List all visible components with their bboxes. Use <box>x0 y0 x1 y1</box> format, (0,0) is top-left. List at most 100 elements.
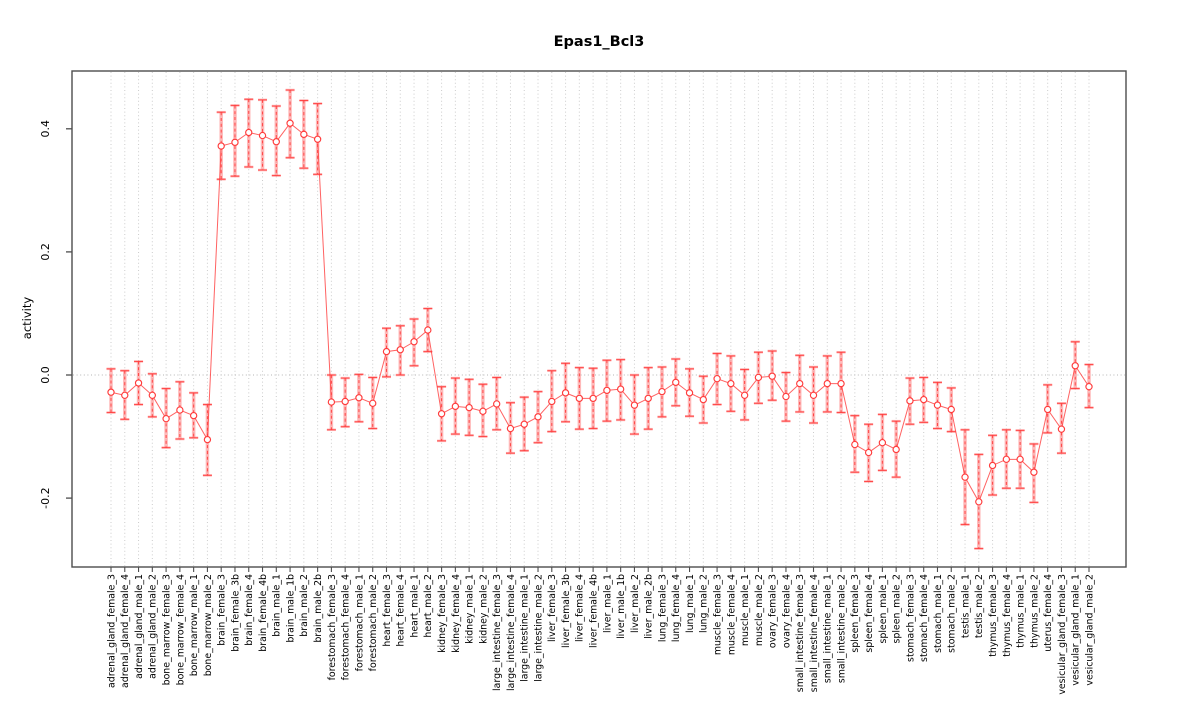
data-point <box>327 398 336 406</box>
x-tick-label: testis_male_1 <box>960 574 971 638</box>
data-point <box>520 420 528 428</box>
data-point <box>162 415 170 423</box>
x-tick-label: brain_female_4 <box>244 574 255 646</box>
x-tick-label: brain_female_4b <box>258 574 269 652</box>
series-line <box>110 122 1090 503</box>
x-tick-label: spleen_female_3 <box>850 574 861 653</box>
data-point <box>740 391 749 399</box>
data-point <box>382 347 391 356</box>
x-tick-label: small_intestine_male_2 <box>836 574 847 683</box>
x-tick-label: vesicular_gland_male_1 <box>1071 574 1082 686</box>
x-tick-label: kidney_male_2 <box>478 574 489 644</box>
x-tick-label: ovary_female_3 <box>768 574 779 648</box>
x-tick-label: large_intestine_female_3 <box>492 574 503 691</box>
x-tick-label: forestomach_male_1 <box>354 574 365 671</box>
data-point <box>203 435 212 444</box>
data-point <box>121 391 129 399</box>
x-tick-label: liver_male_2b <box>644 574 655 639</box>
data-point <box>768 372 776 380</box>
data-point <box>286 119 294 127</box>
x-tick-label: bone_marrow_male_1 <box>189 574 200 676</box>
x-tick-label: adrenal_gland_male_2 <box>148 574 159 679</box>
data-point <box>300 130 308 139</box>
x-tick-label: heart_male_1 <box>409 574 420 638</box>
data-point <box>231 138 239 147</box>
x-tick-label: lung_male_1 <box>685 574 696 633</box>
data-point <box>809 391 818 399</box>
x-tick-label: vesicular_gland_female_3 <box>1057 574 1068 695</box>
data-point <box>258 131 267 140</box>
x-tick-label: large_intestine_female_4 <box>506 574 517 691</box>
data-point <box>134 379 143 387</box>
data-point <box>451 402 460 411</box>
data-point <box>782 392 790 401</box>
data-point <box>1044 405 1052 414</box>
data-point <box>217 142 225 150</box>
x-tick-label: liver_male_1b <box>616 574 627 639</box>
x-tick-label: lung_female_3 <box>657 574 668 642</box>
data-point <box>754 373 763 382</box>
x-tick-label: spleen_male_2 <box>892 574 903 644</box>
data-point <box>1030 468 1038 476</box>
x-tick-label: muscle_female_3 <box>712 574 723 655</box>
x-tick-label: brain_male_1b <box>285 574 296 643</box>
data-point <box>988 461 997 470</box>
x-tick-label: muscle_male_1 <box>740 574 751 646</box>
x-tick-label: stomach_male_2 <box>947 574 958 653</box>
data-point <box>933 401 942 409</box>
y-tick-label: -0.2 <box>39 487 52 508</box>
x-tick-label: liver_male_2 <box>630 574 641 633</box>
data-point <box>630 401 639 409</box>
data-point <box>727 379 735 388</box>
x-tick-label: liver_male_1 <box>602 574 613 633</box>
x-tick-label: liver_female_4 <box>575 574 586 642</box>
data-point <box>1002 455 1011 463</box>
data-point <box>616 385 625 393</box>
data-point <box>189 411 198 420</box>
data-point <box>176 406 184 414</box>
x-tick-label: large_intestine_male_1 <box>520 574 531 682</box>
y-tick-label: 0.4 <box>39 120 52 138</box>
x-tick-label: stomach_female_4 <box>919 574 930 662</box>
plot-frame <box>71 70 1127 568</box>
data-point <box>851 440 859 449</box>
data-point <box>1085 383 1093 391</box>
x-tick-label: forestomach_male_2 <box>368 574 379 671</box>
data-point <box>355 394 363 402</box>
x-tick-label: bone_marrow_female_3 <box>161 574 172 685</box>
data-point <box>906 397 914 405</box>
data-point <box>313 135 322 143</box>
x-tick-label: small_intestine_female_3 <box>795 574 806 692</box>
x-tick-label: kidney_female_3 <box>437 574 448 653</box>
y-tick-label: 0.2 <box>39 243 52 261</box>
data-point <box>506 424 515 433</box>
data-point <box>107 388 115 396</box>
x-tick-label: liver_female_3 <box>547 574 558 642</box>
x-tick-label: brain_male_2b <box>313 574 324 643</box>
x-tick-label: forestomach_female_3 <box>327 574 338 680</box>
data-point <box>685 389 694 397</box>
x-tick-label: thymus_male_1 <box>1016 574 1027 648</box>
data-point <box>837 379 845 388</box>
data-point <box>823 379 831 388</box>
x-tick-label: spleen_female_4 <box>864 574 875 653</box>
data-point <box>1016 455 1024 463</box>
data-point <box>975 498 983 506</box>
x-tick-label: testis_male_2 <box>974 574 985 638</box>
data-point <box>672 378 680 387</box>
x-tick-label: heart_male_2 <box>423 574 434 638</box>
y-axis-title: activity <box>20 296 34 340</box>
data-point <box>699 395 707 404</box>
x-tick-label: bone_marrow_female_4 <box>175 574 186 685</box>
data-point <box>892 445 900 454</box>
x-tick-label: brain_female_3b <box>230 574 241 652</box>
data-point <box>1071 362 1079 370</box>
x-tick-label: heart_female_3 <box>382 574 393 647</box>
y-tick-label: 0.0 <box>39 366 52 384</box>
x-tick-label: brain_male_2 <box>299 574 310 637</box>
x-tick-label: thymus_female_4 <box>1002 574 1013 657</box>
data-point <box>961 473 969 481</box>
data-point <box>589 394 597 403</box>
